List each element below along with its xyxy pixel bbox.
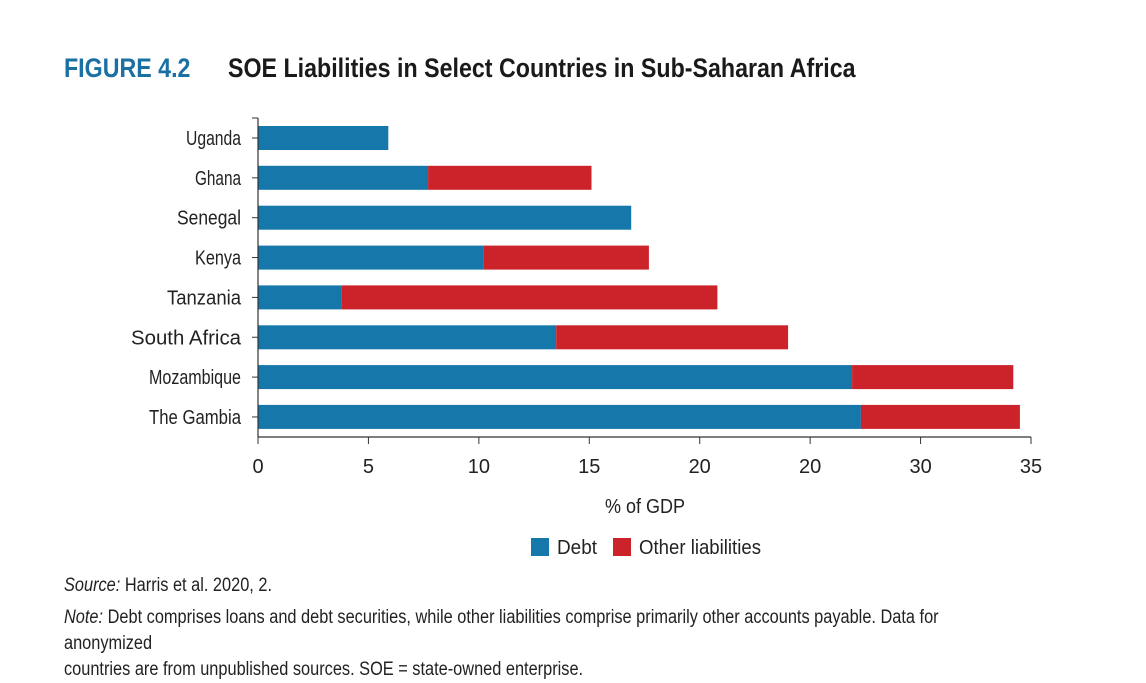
y-tick-label-ghana: Ghana [195, 168, 242, 190]
figure-header: FIGURE 4.2 SOE Liabilities in Select Cou… [64, 48, 958, 88]
source-line: Source: Harris et al. 2020, 2. [64, 573, 984, 599]
x-axis-title: % of GDP [605, 496, 685, 518]
notes: Source: Harris et al. 2020, 2. Note: Deb… [64, 573, 984, 683]
note-text-2: countries are from unpublished sources. … [64, 659, 584, 680]
legend-label-debt: Debt [557, 537, 597, 559]
figure-title: SOE Liabilities in Select Countries in S… [228, 52, 856, 83]
bar-south-africa-debt [258, 325, 557, 350]
x-tick-label: 30 [909, 456, 931, 478]
bar-mozambique-other-liabilities [852, 365, 1014, 390]
bar-kenya-other-liabilities [483, 245, 649, 270]
x-tick-label: 15 [578, 456, 600, 478]
note-line: Note: Debt comprises loans and debt secu… [64, 605, 984, 683]
bar-senegal-debt [258, 205, 632, 230]
legend-label-other-liabilities: Other liabilities [639, 537, 761, 559]
y-tick-label-south-africa: South Africa [131, 327, 242, 349]
figure-label: FIGURE 4.2 [64, 52, 191, 83]
x-tick-label: 5 [363, 456, 374, 478]
bar-tanzania-other-liabilities [341, 285, 718, 310]
legend-swatch-other-liabilities [613, 538, 631, 556]
note-label: Note: [64, 607, 104, 628]
x-tick-label: 10 [468, 456, 490, 478]
bar-south-africa-other-liabilities [556, 325, 789, 350]
y-tick-label-senegal: Senegal [177, 208, 241, 230]
bar-tanzania-debt [258, 285, 342, 310]
bar-the-gambia-debt [258, 404, 861, 429]
y-tick-label-kenya: Kenya [195, 248, 242, 270]
y-tick-label-tanzania: Tanzania [167, 287, 242, 309]
x-tick-label: 0 [252, 456, 263, 478]
bar-uganda-debt [258, 126, 389, 150]
source-label: Source: [64, 575, 121, 596]
y-tick-label-mozambique: Mozambique [149, 367, 241, 389]
x-tick-label: 35 [1020, 456, 1042, 478]
bar-ghana-debt [258, 165, 429, 190]
bar-chart: Uganda Ghana Senegal Kenya Tanzania South Afr… [131, 117, 1042, 559]
bar-mozambique-debt [258, 365, 853, 390]
note-text-1: Debt comprises loans and debt securities… [64, 607, 939, 654]
y-tick-label-uganda: Uganda [186, 128, 242, 150]
source-text: Harris et al. 2020, 2. [124, 575, 272, 596]
legend-swatch-debt [531, 538, 549, 556]
x-tick-label: 20 [689, 456, 711, 478]
bar-kenya-debt [258, 245, 484, 270]
bar-ghana-other-liabilities [428, 165, 592, 190]
y-tick-label-the-gambia: The Gambia [149, 407, 242, 429]
x-tick-label: 20 [799, 456, 821, 478]
bar-the-gambia-other-liabilities [860, 404, 1020, 429]
